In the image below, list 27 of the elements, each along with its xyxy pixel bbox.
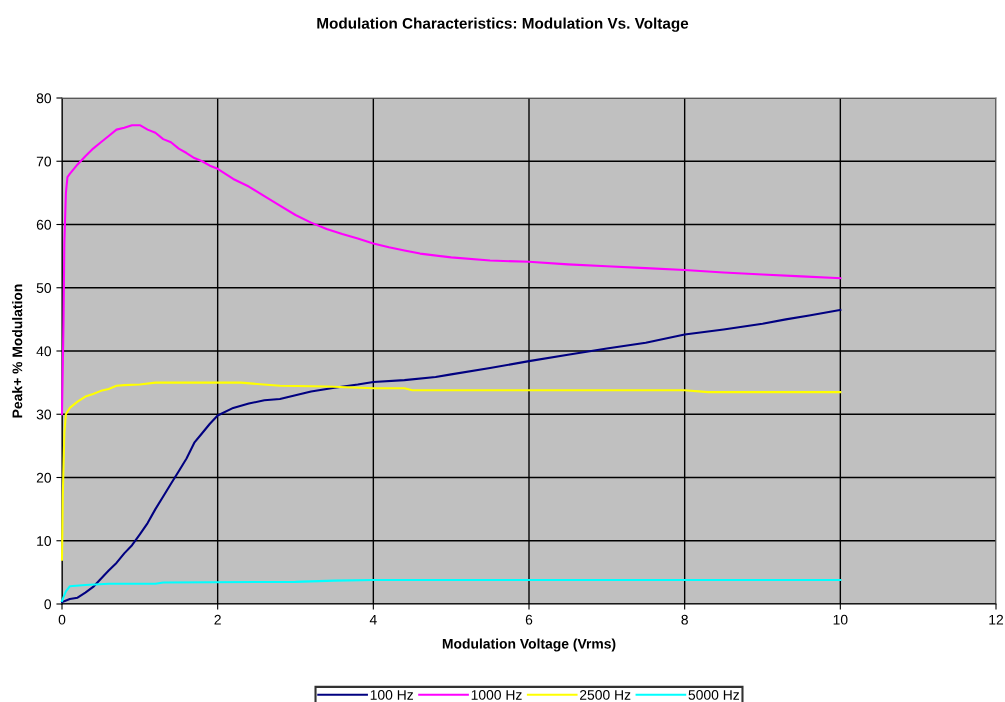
line-series xyxy=(60,308,842,604)
y-tick-label: 40 xyxy=(36,346,52,357)
chart-title: Modulation Characteristics: Modulation Vs. Voltage xyxy=(317,17,689,32)
y-tick-label: 20 xyxy=(36,472,52,483)
y-tick-label: 50 xyxy=(36,283,52,293)
x-tick-label: 10 xyxy=(833,614,848,625)
y-tick-label: 60 xyxy=(36,219,52,230)
x-tick-label: 12 xyxy=(989,614,1004,625)
line-series xyxy=(60,381,842,561)
x-tick-label: 0 xyxy=(58,614,66,625)
x-axis-title: Modulation Voltage (Vrms) xyxy=(442,638,616,652)
x-tick-label: 4 xyxy=(369,614,377,625)
legend-label: 1000 Hz xyxy=(471,689,522,700)
y-axis-title: Peak+ % Modulation xyxy=(12,284,23,418)
y-tick-label: 30 xyxy=(36,409,52,420)
y-tick-label: 70 xyxy=(36,156,52,167)
line-series xyxy=(60,578,842,602)
line-series xyxy=(60,124,842,416)
y-tick-label: 0 xyxy=(44,599,52,610)
x-tick-label: 6 xyxy=(525,614,533,625)
legend-label: 5000 Hz xyxy=(688,689,740,700)
y-tick-label: 80 xyxy=(36,93,52,104)
x-tick-label: 2 xyxy=(214,614,221,625)
legend-label: 100 Hz xyxy=(370,689,413,700)
x-tick-label: 8 xyxy=(681,614,688,625)
legend-label: 2500 Hz xyxy=(580,689,631,700)
y-tick-label: 10 xyxy=(37,536,52,546)
